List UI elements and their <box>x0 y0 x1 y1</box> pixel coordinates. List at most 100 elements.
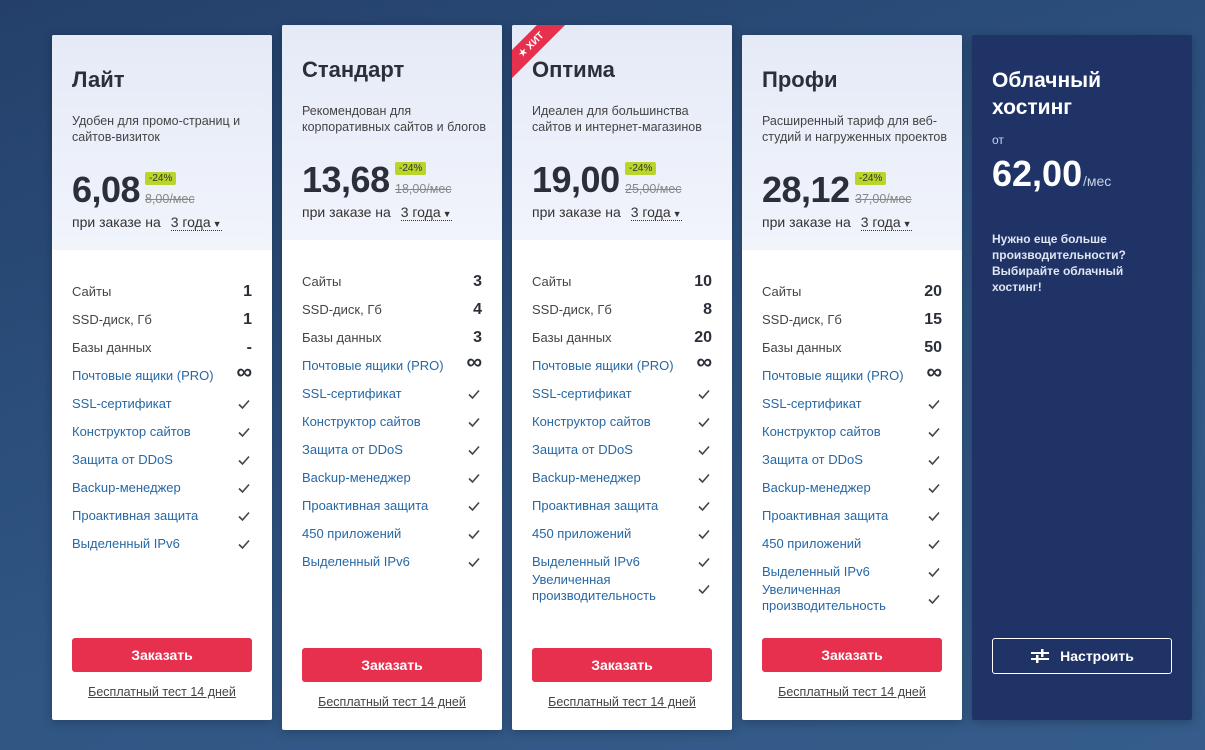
caret-down-icon: ▼ <box>442 209 452 219</box>
feature-label[interactable]: 450 приложений <box>532 526 632 541</box>
checkmark-icon <box>237 537 251 551</box>
feature-row: Сайты 20 <box>762 282 942 302</box>
feature-row: Почтовые ящики (PRO) ∞ <box>762 361 942 386</box>
feature-label[interactable]: Увеличенная производительность <box>762 582 886 613</box>
old-price: 18,00/мес <box>395 182 452 196</box>
feature-label[interactable]: Защита от DDoS <box>762 452 863 467</box>
feature-value: - <box>246 339 252 356</box>
checkmark-icon <box>467 499 481 513</box>
checkmark-icon <box>467 387 481 401</box>
period-row: при заказе на 3 года ▼ <box>72 214 222 231</box>
feature-label[interactable]: SSL-сертификат <box>302 386 402 401</box>
feature-label[interactable]: SSL-сертификат <box>72 396 172 411</box>
feature-label[interactable]: Выделенный IPv6 <box>72 536 180 551</box>
free-trial-link[interactable]: Бесплатный тест 14 дней <box>548 695 696 709</box>
free-trial-link[interactable]: Бесплатный тест 14 дней <box>318 695 466 709</box>
feature-label[interactable]: Конструктор сайтов <box>302 414 421 429</box>
plan-header: Стандарт Рекомендован для корпоративных … <box>282 25 502 240</box>
caret-down-icon: ▼ <box>902 219 912 229</box>
feature-label[interactable]: Защита от DDoS <box>72 452 173 467</box>
cloud-hosting-card: Облачный хостинг от 62,00 /мес Нужно еще… <box>972 35 1192 720</box>
feature-label[interactable]: Проактивная защита <box>72 508 199 523</box>
feature-label: SSD-диск, Гб <box>762 312 842 327</box>
feature-row: Выделенный IPv6 <box>532 552 712 572</box>
configure-button[interactable]: Настроить <box>992 638 1172 674</box>
feature-label[interactable]: Конструктор сайтов <box>532 414 651 429</box>
plan-card-optima: ★ХИТ Оптима Идеален для большинства сайт… <box>512 25 732 730</box>
checkmark-icon <box>467 471 481 485</box>
discount-badge: -24% <box>395 162 427 175</box>
feature-label: Базы данных <box>532 330 612 345</box>
feature-label[interactable]: 450 приложений <box>302 526 402 541</box>
feature-row: Проактивная защита <box>72 506 252 526</box>
period-value: 3 года <box>860 214 901 230</box>
feature-row: Базы данных 50 <box>762 338 942 358</box>
feature-label[interactable]: Почтовые ящики (PRO) <box>302 358 444 373</box>
feature-row: SSD-диск, Гб 4 <box>302 300 482 320</box>
plan-price: 13,68 <box>302 159 390 200</box>
feature-label[interactable]: Проактивная защита <box>532 498 659 513</box>
plan-name: Стандарт <box>302 57 405 82</box>
plan-header: ★ХИТ Оптима Идеален для большинства сайт… <box>512 25 732 240</box>
feature-label[interactable]: Почтовые ящики (PRO) <box>532 358 674 373</box>
feature-row: Почтовые ящики (PRO) ∞ <box>302 351 482 376</box>
period-row: при заказе на 3 года ▼ <box>532 204 682 221</box>
free-trial-link[interactable]: Бесплатный тест 14 дней <box>88 685 236 699</box>
feature-row: SSD-диск, Гб 8 <box>532 300 712 320</box>
period-select[interactable]: 3 года ▼ <box>170 214 222 231</box>
order-button[interactable]: Заказать <box>302 648 482 682</box>
checkmark-icon <box>697 555 711 569</box>
period-select[interactable]: 3 года ▼ <box>400 204 452 221</box>
feature-row: SSL-сертификат <box>762 394 942 414</box>
feature-label[interactable]: Backup-менеджер <box>532 470 641 485</box>
feature-label[interactable]: SSL-сертификат <box>532 386 632 401</box>
feature-label[interactable]: Почтовые ящики (PRO) <box>72 368 214 383</box>
feature-label[interactable]: Защита от DDoS <box>302 442 403 457</box>
feature-value: 1 <box>243 311 252 328</box>
feature-row: Конструктор сайтов <box>762 422 942 442</box>
feature-label[interactable]: Конструктор сайтов <box>72 424 191 439</box>
period-value: 3 года <box>170 214 211 230</box>
feature-label[interactable]: Backup-менеджер <box>302 470 411 485</box>
order-button[interactable]: Заказать <box>762 638 942 672</box>
plan-name: Лайт <box>72 67 125 92</box>
period-value: 3 года <box>630 204 671 220</box>
feature-label: Базы данных <box>72 340 152 355</box>
feature-row: Защита от DDoS <box>532 440 712 460</box>
period-select[interactable]: 3 года ▼ <box>860 214 912 231</box>
cloud-price: 62,00 <box>992 153 1083 194</box>
checkmark-icon <box>927 537 941 551</box>
feature-label[interactable]: Выделенный IPv6 <box>532 554 640 569</box>
plan-name: Оптима <box>532 57 615 82</box>
cloud-title: Облачный хостинг <box>992 69 1101 119</box>
feature-label[interactable]: Проактивная защита <box>302 498 429 513</box>
order-button[interactable]: Заказать <box>532 648 712 682</box>
checkmark-icon <box>467 555 481 569</box>
feature-label[interactable]: SSL-сертификат <box>762 396 862 411</box>
free-trial-link[interactable]: Бесплатный тест 14 дней <box>778 685 926 699</box>
feature-row: Почтовые ящики (PRO) ∞ <box>532 351 712 376</box>
feature-value: 3 <box>473 273 482 290</box>
feature-label[interactable]: Конструктор сайтов <box>762 424 881 439</box>
checkmark-icon <box>237 425 251 439</box>
feature-label[interactable]: Выделенный IPv6 <box>302 554 410 569</box>
feature-label[interactable]: 450 приложений <box>762 536 862 551</box>
order-button[interactable]: Заказать <box>72 638 252 672</box>
feature-label[interactable]: Backup-менеджер <box>762 480 871 495</box>
feature-label: Сайты <box>762 284 802 299</box>
feature-label[interactable]: Почтовые ящики (PRO) <box>762 368 904 383</box>
feature-label: SSD-диск, Гб <box>302 302 382 317</box>
cloud-note: Нужно еще больше производительности? Выб… <box>992 232 1126 294</box>
feature-label[interactable]: Увеличенная производительность <box>532 572 656 603</box>
feature-label[interactable]: Проактивная защита <box>762 508 889 523</box>
feature-value: 10 <box>694 273 712 290</box>
feature-label[interactable]: Выделенный IPv6 <box>762 564 870 579</box>
feature-row: Конструктор сайтов <box>532 412 712 432</box>
feature-label[interactable]: Защита от DDoS <box>532 442 633 457</box>
feature-row: Выделенный IPv6 <box>762 562 942 582</box>
feature-value: 1 <box>243 283 252 300</box>
feature-label[interactable]: Backup-менеджер <box>72 480 181 495</box>
period-select[interactable]: 3 года ▼ <box>630 204 682 221</box>
checkmark-icon <box>927 425 941 439</box>
feature-row: Выделенный IPv6 <box>72 534 252 554</box>
